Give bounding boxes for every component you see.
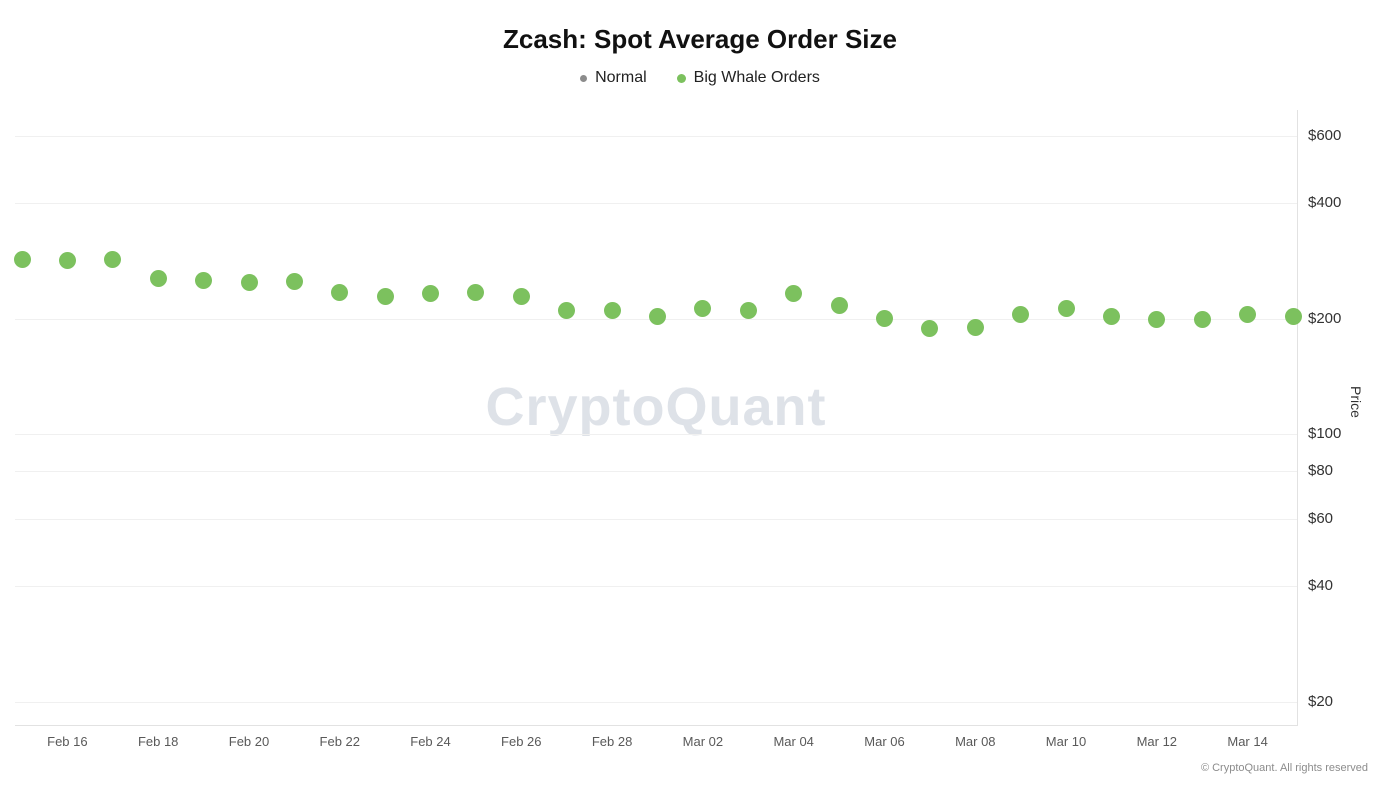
data-point-big-whale-orders[interactable] — [376, 288, 394, 306]
y-tick-label: $80 — [1308, 462, 1334, 480]
data-point-big-whale-orders[interactable] — [921, 320, 939, 338]
gridline — [15, 135, 1297, 137]
x-tick-label: Feb 16 — [47, 734, 88, 749]
gridline — [15, 203, 1297, 205]
x-tick-label: Mar 08 — [955, 734, 996, 749]
data-point-big-whale-orders[interactable] — [558, 301, 576, 319]
data-point-big-whale-orders[interactable] — [1148, 310, 1166, 328]
data-point-big-whale-orders[interactable] — [331, 283, 349, 301]
x-tick-label: Feb 24 — [410, 734, 451, 749]
y-tick-label: $100 — [1308, 424, 1342, 442]
data-point-big-whale-orders[interactable] — [13, 251, 31, 269]
x-tick-label: Mar 12 — [1136, 734, 1178, 749]
chart-title: Zcash: Spot Average Order Size — [503, 24, 897, 54]
x-tick-label: Feb 18 — [137, 734, 179, 749]
data-point-big-whale-orders[interactable] — [1102, 307, 1120, 325]
data-point-big-whale-orders[interactable] — [240, 274, 258, 292]
y-tick-label: $600 — [1308, 126, 1342, 144]
data-point-big-whale-orders[interactable] — [512, 288, 530, 306]
x-tick-label: Feb 28 — [591, 734, 633, 749]
y-tick-label: $400 — [1308, 194, 1342, 212]
data-point-big-whale-orders[interactable] — [104, 251, 122, 269]
x-tick-label: Feb 26 — [501, 734, 542, 749]
legend-label: Normal — [595, 69, 647, 86]
legend-dot-normal — [580, 74, 588, 82]
x-tick-label: Mar 02 — [682, 734, 724, 749]
gridline — [15, 701, 1297, 703]
data-point-big-whale-orders[interactable] — [1012, 305, 1030, 323]
y-tick-label: $40 — [1308, 577, 1334, 595]
legend-item-big-whale-orders[interactable]: Big Whale Orders — [676, 69, 820, 87]
gridline — [15, 433, 1297, 435]
data-point-big-whale-orders[interactable] — [649, 308, 666, 326]
gridline — [15, 518, 1297, 520]
data-point-big-whale-orders[interactable] — [285, 272, 303, 290]
data-point-big-whale-orders[interactable] — [1057, 299, 1075, 317]
data-point-big-whale-orders[interactable] — [149, 269, 167, 287]
legend-dot-big-whale-orders — [676, 73, 686, 83]
data-point-big-whale-orders[interactable] — [603, 301, 621, 319]
y-axis-line — [1297, 110, 1298, 725]
x-tick-label: Feb 20 — [228, 734, 270, 749]
data-point-big-whale-orders[interactable] — [422, 284, 439, 302]
x-tick-label: Mar 14 — [1227, 734, 1268, 749]
copyright-note: © CryptoQuant. All rights reserved — [1200, 762, 1368, 774]
legend-item-normal[interactable]: Normal — [580, 69, 647, 87]
y-tick-label: $20 — [1308, 692, 1334, 710]
data-point-big-whale-orders[interactable] — [876, 310, 893, 327]
data-point-big-whale-orders[interactable] — [966, 319, 984, 337]
x-tick-label: Mar 10 — [1045, 734, 1087, 749]
data-point-big-whale-orders[interactable] — [467, 283, 485, 301]
data-point-big-whale-orders[interactable] — [195, 271, 213, 289]
data-point-big-whale-orders[interactable] — [739, 301, 757, 319]
data-point-big-whale-orders[interactable] — [694, 299, 712, 317]
x-tick-label: Mar 04 — [773, 734, 814, 749]
x-axis-line — [15, 725, 1298, 726]
legend: Normal Big Whale Orders — [0, 69, 1400, 87]
cryptoquant-watermark: CryptoQuant — [485, 377, 827, 437]
y-axis-title: Price — [1348, 386, 1364, 418]
data-point-big-whale-orders[interactable] — [1239, 305, 1257, 323]
y-tick-label: $200 — [1308, 309, 1342, 327]
y-tick-label: $60 — [1308, 509, 1334, 527]
gridline — [15, 586, 1297, 588]
x-tick-label: Mar 06 — [864, 734, 905, 749]
data-point-big-whale-orders[interactable] — [830, 296, 848, 314]
legend-label: Big Whale Orders — [693, 69, 820, 86]
data-point-big-whale-orders[interactable] — [1284, 308, 1302, 326]
gridline — [15, 471, 1297, 473]
data-point-big-whale-orders[interactable] — [1193, 310, 1211, 328]
data-point-big-whale-orders[interactable] — [785, 284, 803, 302]
x-tick-label: Feb 22 — [319, 734, 361, 749]
data-point-big-whale-orders[interactable] — [58, 252, 76, 270]
